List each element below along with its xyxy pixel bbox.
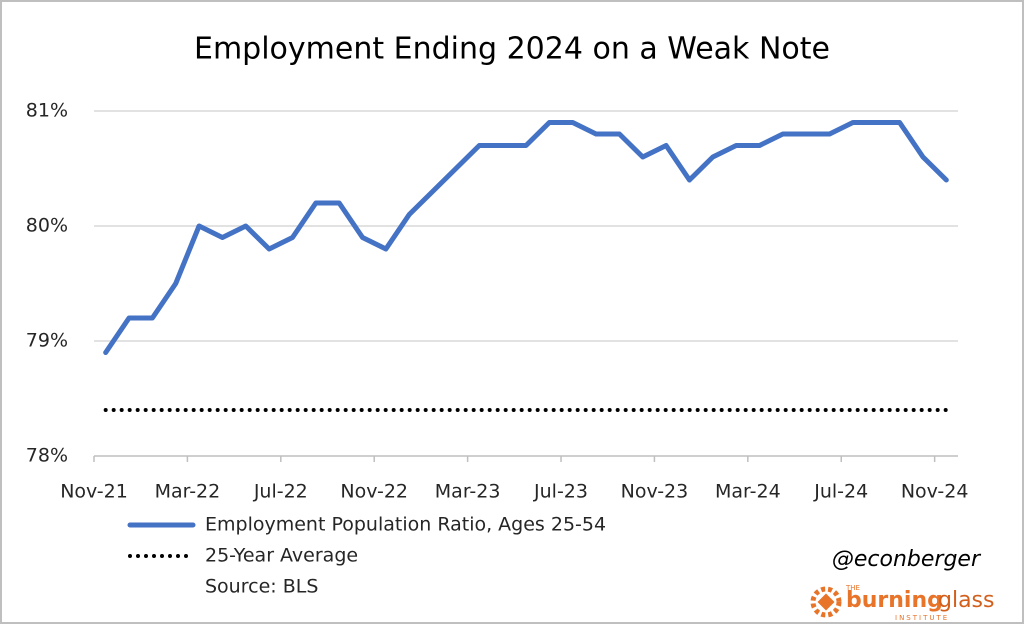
logo-word1: burning — [846, 588, 943, 613]
y-tick-label: 78% — [26, 445, 68, 467]
handle: @econberger — [832, 547, 982, 572]
y-tick-label: 80% — [26, 215, 68, 237]
logo: THE burning glass INSTITUTE — [810, 584, 994, 622]
logo-top: THE — [845, 584, 860, 592]
x-tick-label: Nov-22 — [340, 481, 408, 503]
legend-label: 25-Year Average — [205, 545, 358, 567]
x-tick-label: Nov-21 — [60, 481, 128, 503]
chart-title: Employment Ending 2024 on a Weak Note — [194, 32, 830, 67]
logo-icon — [810, 586, 842, 618]
x-tick-label: Nov-24 — [901, 481, 969, 503]
legend-label: Employment Population Ratio, Ages 25-54 — [205, 514, 606, 536]
x-tick-label: Mar-24 — [715, 481, 781, 503]
x-tick-label: Jul-24 — [813, 481, 868, 503]
series-line — [103, 120, 949, 355]
x-tick-label: Mar-22 — [155, 481, 221, 503]
source: Source: BLS — [205, 576, 318, 598]
y-tick-label: 81% — [26, 100, 68, 122]
y-tick-label: 79% — [26, 330, 68, 352]
logo-icon-center — [817, 593, 835, 611]
x-tick-label: Jul-23 — [533, 481, 588, 503]
x-tick-label: Mar-23 — [435, 481, 501, 503]
logo-bottom: INSTITUTE — [895, 614, 949, 622]
x-tick-label: Nov-23 — [621, 481, 689, 503]
x-tick-label: Jul-22 — [253, 481, 308, 503]
logo-word2: glass — [938, 588, 994, 613]
